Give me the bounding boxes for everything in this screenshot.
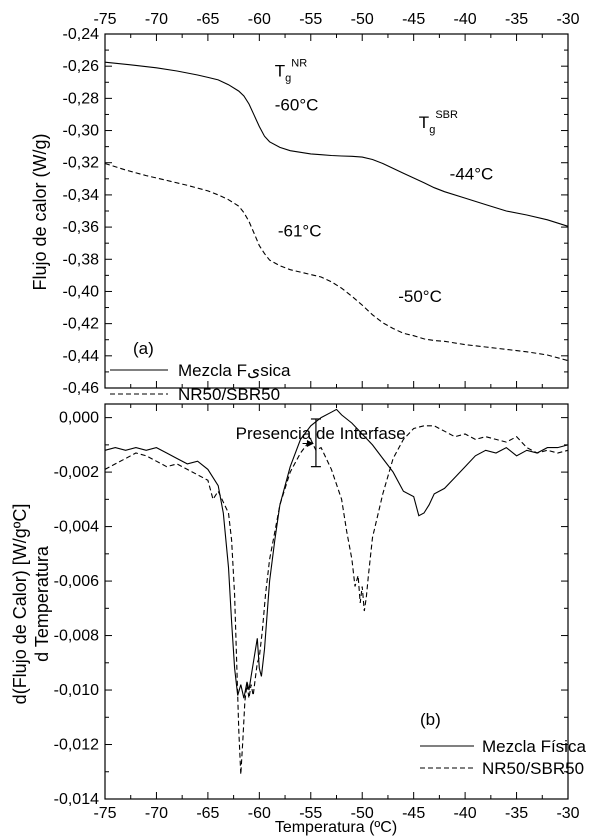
y-tick-label: -0,42 (63, 316, 100, 333)
x-tick-label: -50 (351, 805, 374, 822)
annotation-label: -44°C (450, 165, 494, 184)
panel-a-ylabel: Flujo de calor (W/g) (30, 133, 50, 290)
legend-b-dashed-label: NR50/SBR50 (482, 759, 584, 778)
y-tick-label: -0,38 (63, 251, 100, 268)
y-tick-label: -0,24 (63, 26, 100, 43)
legend-a-solid-label: Mezcla Fیsica (178, 361, 291, 380)
x-tick-label: -65 (196, 805, 219, 822)
annotation-label: Presencia de Interfase (236, 424, 406, 443)
annotation-label: -50°C (398, 287, 442, 306)
x-tick-label-top: -75 (93, 11, 116, 28)
panel-a-label: (a) (133, 339, 154, 358)
panel-b-legend: Mezcla Física NR50/SBR50 (420, 737, 586, 778)
y-tick-label: -0,012 (54, 737, 99, 754)
annotation-label: TgNR (275, 58, 307, 85)
panel-b-ylabel-line2: d Temperatura (32, 545, 52, 662)
x-tick-label: -40 (454, 805, 477, 822)
x-tick-label: -75 (93, 805, 116, 822)
x-tick-label-top: -35 (505, 11, 528, 28)
y-tick-label: -0,004 (54, 519, 99, 536)
x-tick-label-top: -45 (402, 11, 425, 28)
series-line-nr50-sbr50 (104, 162, 569, 362)
y-tick-label: -0,44 (63, 348, 100, 365)
panel-b-annotations: Presencia de Interfase (236, 418, 406, 468)
y-tick-label: -0,008 (54, 628, 99, 645)
interfase-arrowhead (306, 440, 314, 447)
y-tick-label: -0,002 (54, 464, 99, 481)
y-tick-label: -0,32 (63, 155, 100, 172)
annotation-label: -61°C (278, 222, 322, 241)
x-tick-label-top: -70 (145, 11, 168, 28)
x-tick-label: -35 (505, 805, 528, 822)
y-tick-label: -0,26 (63, 58, 100, 75)
annotation-label: -60°C (275, 95, 319, 114)
panel-a-annotations: TgNR TgSBR -60°C -44°C -61°C -50°C (275, 58, 494, 306)
x-tick-label-top: -55 (299, 11, 322, 28)
y-tick-label: -0,34 (63, 187, 100, 204)
series-line-mezcla-fisica (104, 408, 569, 699)
panel-b-ticks: -75 -70 -65 -60 -55 -50 -45 -40 -35 -30 0,000 -0,00… (54, 404, 580, 822)
y-tick-label: -0,36 (63, 219, 100, 236)
series-line-mezcla-fisica (104, 61, 569, 227)
x-tick-label: -55 (299, 805, 322, 822)
panel-a-legend: Mezcla Fیsica NR50/SBR50 (110, 361, 291, 404)
series-line-nr50-sbr50 (104, 425, 569, 775)
panel-b-xlabel: Temperatura (ºC) (275, 819, 397, 836)
y-tick-label: -0,30 (63, 123, 100, 140)
panel-b-series (104, 408, 569, 775)
y-tick-label: -0,014 (54, 791, 99, 808)
y-tick-label: -0,28 (63, 90, 100, 107)
y-tick-label: -0,006 (54, 573, 99, 590)
x-tick-label-top: -40 (454, 11, 477, 28)
x-tick-label-top: -65 (196, 11, 219, 28)
panel-a-frame (104, 33, 569, 389)
x-tick-label: -60 (248, 805, 271, 822)
y-tick-label: 0,000 (59, 410, 99, 427)
panel-a-series (104, 61, 569, 362)
panel-a-ticks: -75 -70 -65 -60 -55 -50 -45 -40 -35 -30 -0,24 -0,26… (63, 11, 580, 397)
panel-b-ylabel-line1: d(Flujo de Calor) [W/gºC] (10, 504, 30, 705)
y-tick-label: -0,40 (63, 283, 100, 300)
legend-a-dashed-label: NR50/SBR50 (178, 385, 280, 404)
panel-b-label: (b) (420, 710, 441, 729)
legend-b-solid-label: Mezcla Física (482, 737, 586, 756)
y-tick-label: -0,46 (63, 380, 100, 397)
x-tick-label-top: -50 (351, 11, 374, 28)
x-tick-label-top: -30 (556, 11, 579, 28)
annotation-label: TgSBR (419, 109, 458, 136)
x-tick-label: -70 (145, 805, 168, 822)
y-tick-label: -0,010 (54, 682, 99, 699)
x-tick-label-top: -60 (248, 11, 271, 28)
x-tick-label: -30 (556, 805, 579, 822)
x-tick-label: -45 (402, 805, 425, 822)
